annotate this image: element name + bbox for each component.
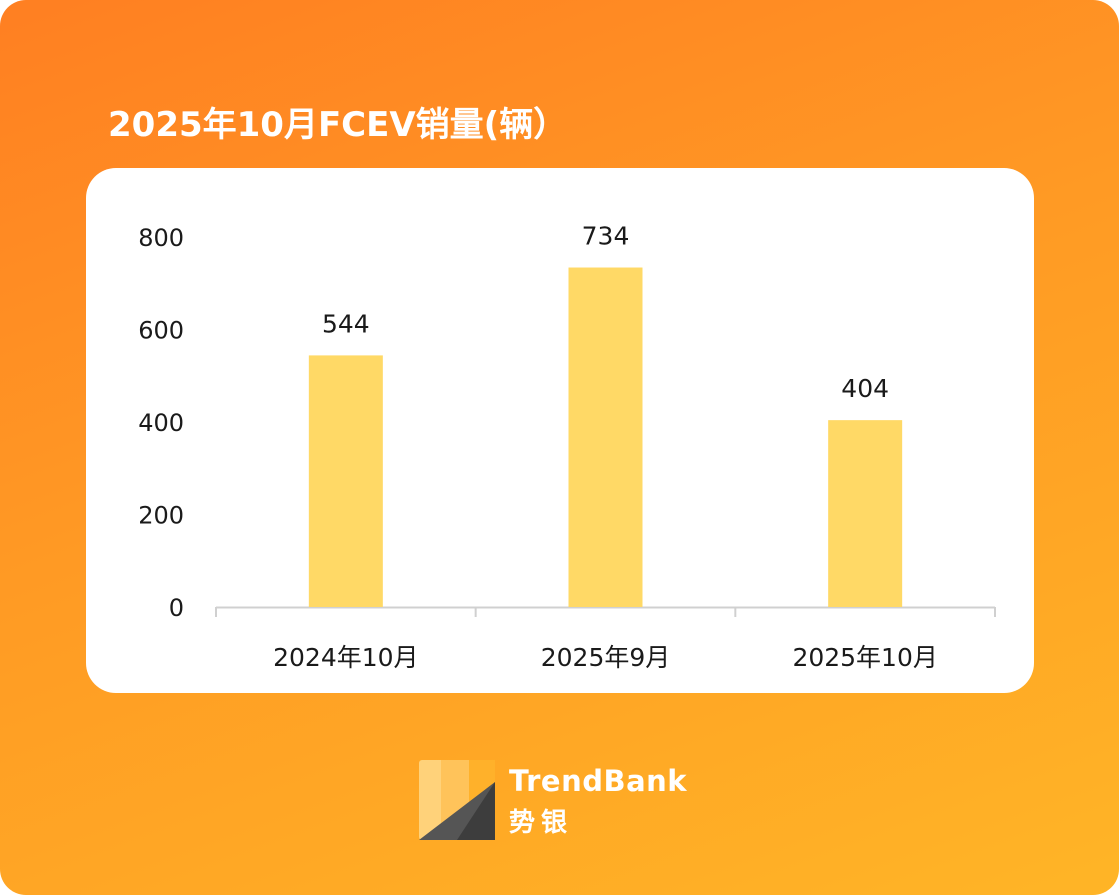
bar <box>568 267 643 607</box>
category-label: 2024年10月 <box>273 643 418 672</box>
data-label: 734 <box>582 222 630 251</box>
chart-panel: 0 200 400 600 800 544 2024年10月 734 2025年9月 404 202… <box>86 168 1034 693</box>
data-label: 404 <box>841 374 889 403</box>
data-label: 544 <box>322 309 370 338</box>
y-tick-label: 800 <box>138 224 184 252</box>
brand-logo: TrendBank 势银 <box>419 760 709 842</box>
y-tick-label: 600 <box>138 317 184 345</box>
category-label: 2025年10月 <box>792 643 937 672</box>
chart-title: 2025年10月FCEV销量(辆） <box>108 105 568 145</box>
category-label: 2025年9月 <box>541 643 671 672</box>
brand-name: TrendBank <box>509 764 688 798</box>
y-tick-label: 0 <box>169 594 184 622</box>
trendbank-logo-icon <box>419 760 495 840</box>
bar-chart: 0 200 400 600 800 544 2024年10月 734 2025年9月 404 202… <box>138 222 996 672</box>
bar <box>828 420 903 607</box>
y-tick-label: 400 <box>138 409 184 437</box>
y-tick-label: 200 <box>138 502 184 530</box>
bar <box>308 355 383 607</box>
brand-name-cn: 势银 <box>509 808 574 838</box>
